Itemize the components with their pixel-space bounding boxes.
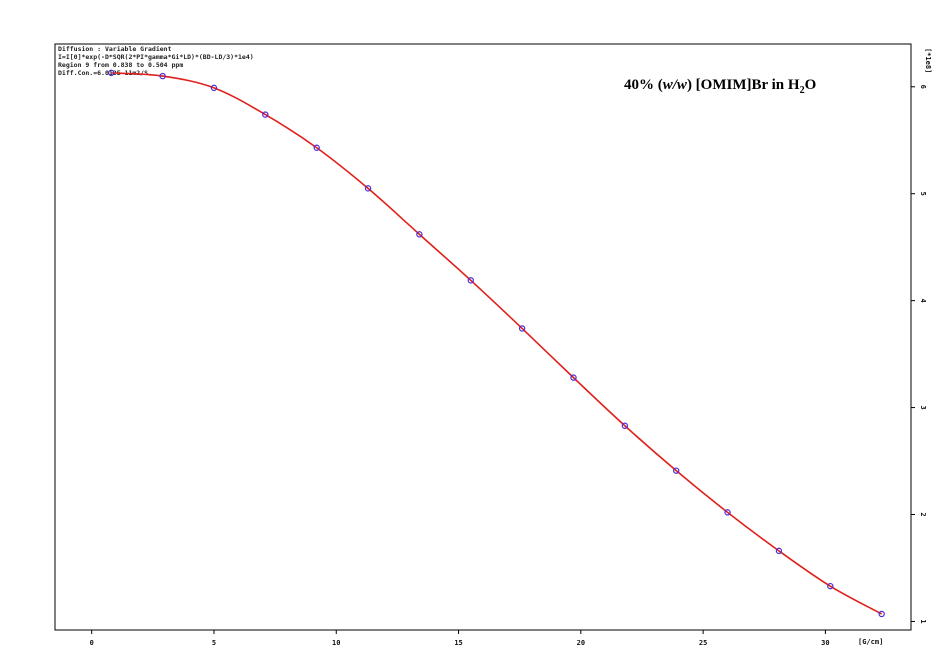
y-tick-label: 2 bbox=[919, 512, 927, 516]
x-tick-label: 0 bbox=[90, 639, 94, 647]
y-axis-label: [*1e8] bbox=[924, 48, 932, 73]
y-tick-label: 6 bbox=[919, 85, 927, 89]
y-tick-label: 1 bbox=[919, 619, 927, 623]
data-point bbox=[570, 374, 577, 381]
info-block: Diffusion : Variable Gradient I=I[0]*exp… bbox=[58, 45, 254, 77]
y-axis: 1 2 3 4 5 6 bbox=[911, 85, 927, 624]
data-point bbox=[159, 72, 166, 80]
plot-frame bbox=[54, 43, 912, 631]
annotation-prefix: 40% ( bbox=[624, 77, 663, 93]
info-line-2: I=I[0]*exp(-D*SQR(2*PI*gamma*Gi*LD)*(BD-… bbox=[58, 53, 254, 61]
data-point bbox=[313, 144, 320, 151]
x-tick-label: 20 bbox=[577, 639, 585, 647]
data-point bbox=[108, 69, 115, 77]
data-point bbox=[724, 509, 731, 516]
x-tick-label: 30 bbox=[821, 639, 829, 647]
annotation-subscript: 2 bbox=[800, 85, 805, 96]
data-point bbox=[210, 84, 218, 92]
data-point bbox=[262, 111, 269, 118]
y-tick-label: 5 bbox=[919, 192, 927, 196]
data-point bbox=[416, 231, 423, 238]
data-point bbox=[621, 422, 629, 429]
data-point bbox=[364, 185, 372, 192]
sample-annotation: 40% (w/w) [OMIM]Br in H2O bbox=[624, 77, 816, 96]
x-tick-label: 10 bbox=[332, 639, 340, 647]
data-point bbox=[673, 467, 680, 474]
data-points bbox=[108, 69, 885, 618]
info-line-4: Diff.Con.=6.012E-11m2/S bbox=[58, 69, 148, 77]
x-tick-label: 5 bbox=[212, 639, 216, 647]
y-tick-label: 4 bbox=[919, 299, 927, 303]
fit-curve bbox=[111, 72, 883, 615]
annotation-italic: w/w bbox=[663, 77, 688, 93]
y-tick-label: 3 bbox=[919, 405, 927, 409]
x-tick-label: 15 bbox=[454, 639, 462, 647]
info-line-1: Diffusion : Variable Gradient bbox=[58, 45, 172, 53]
x-tick-label: 25 bbox=[699, 639, 707, 647]
data-point bbox=[775, 547, 783, 555]
data-point bbox=[518, 325, 526, 332]
annotation-suffix: O bbox=[805, 77, 817, 93]
data-point bbox=[878, 610, 885, 618]
annotation-middle: ) [OMIM]Br in H bbox=[687, 77, 800, 93]
data-point bbox=[827, 582, 834, 590]
data-point bbox=[467, 277, 474, 284]
x-axis: 0 5 10 15 20 25 30 bbox=[90, 630, 830, 647]
info-line-3: Region 9 from 0.838 to 0.504 ppm bbox=[58, 61, 183, 69]
x-axis-label: [G/cm] bbox=[858, 638, 883, 646]
